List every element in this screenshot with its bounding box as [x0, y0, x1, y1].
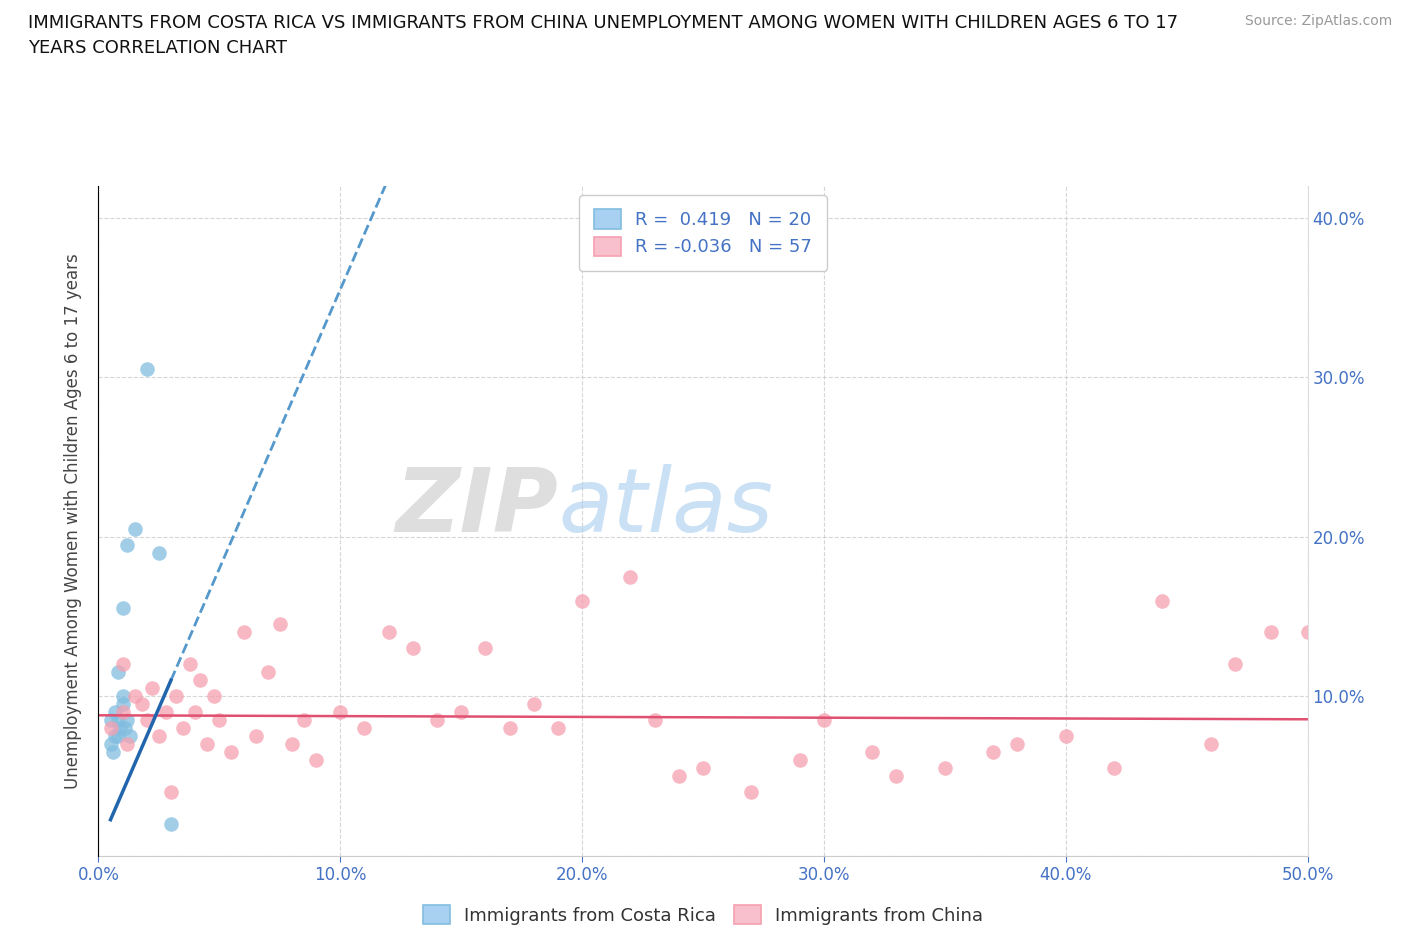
Point	[208, 712, 231, 727]
Point	[1296, 625, 1319, 640]
Point	[111, 689, 134, 704]
Point	[256, 665, 278, 680]
Point	[148, 728, 170, 743]
Legend: Immigrants from Costa Rica, Immigrants from China: Immigrants from Costa Rica, Immigrants f…	[413, 896, 993, 930]
Text: YEARS CORRELATION CHART: YEARS CORRELATION CHART	[28, 39, 287, 57]
Point	[111, 705, 134, 720]
Point	[107, 665, 129, 680]
Point	[402, 641, 425, 656]
Point	[117, 737, 139, 751]
Point	[329, 705, 352, 720]
Point	[245, 728, 267, 743]
Point	[1102, 761, 1125, 776]
Point	[269, 617, 291, 631]
Point	[160, 817, 183, 831]
Point	[108, 721, 131, 736]
Point	[619, 569, 641, 584]
Point	[100, 712, 122, 727]
Point	[204, 689, 226, 704]
Point	[789, 752, 811, 767]
Point	[281, 737, 304, 751]
Point	[100, 737, 122, 751]
Point	[571, 593, 593, 608]
Point	[165, 689, 187, 704]
Point	[1152, 593, 1174, 608]
Text: IMMIGRANTS FROM COSTA RICA VS IMMIGRANTS FROM CHINA UNEMPLOYMENT AMONG WOMEN WIT: IMMIGRANTS FROM COSTA RICA VS IMMIGRANTS…	[28, 14, 1178, 32]
Point	[188, 672, 211, 687]
Point	[104, 728, 127, 743]
Point	[450, 705, 472, 720]
Point	[141, 681, 163, 696]
Point	[305, 752, 328, 767]
Point	[860, 745, 883, 760]
Point	[101, 745, 124, 760]
Point	[114, 721, 136, 736]
Point	[221, 745, 243, 760]
Point	[172, 721, 194, 736]
Point	[131, 697, 153, 711]
Point	[111, 697, 134, 711]
Point	[179, 657, 201, 671]
Point	[377, 625, 399, 640]
Point	[107, 712, 129, 727]
Point	[184, 705, 207, 720]
Point	[813, 712, 835, 727]
Point	[232, 625, 254, 640]
Point	[426, 712, 449, 727]
Point	[1007, 737, 1029, 751]
Point	[148, 545, 170, 560]
Point	[117, 712, 139, 727]
Point	[886, 768, 908, 783]
Point	[523, 697, 546, 711]
Point	[124, 689, 146, 704]
Y-axis label: Unemployment Among Women with Children Ages 6 to 17 years: Unemployment Among Women with Children A…	[65, 253, 83, 789]
Point	[547, 721, 569, 736]
Point	[117, 538, 139, 552]
Point	[124, 522, 146, 537]
Point	[118, 728, 141, 743]
Point	[100, 721, 122, 736]
Text: Source: ZipAtlas.com: Source: ZipAtlas.com	[1244, 14, 1392, 28]
Point	[1199, 737, 1222, 751]
Point	[981, 745, 1004, 760]
Point	[107, 728, 129, 743]
Text: atlas: atlas	[558, 464, 773, 551]
Point	[498, 721, 520, 736]
Point	[111, 657, 134, 671]
Point	[195, 737, 218, 751]
Point	[1260, 625, 1282, 640]
Point	[135, 362, 157, 377]
Point	[160, 784, 183, 799]
Point	[353, 721, 375, 736]
Point	[111, 601, 134, 616]
Point	[1054, 728, 1077, 743]
Point	[135, 712, 157, 727]
Point	[934, 761, 956, 776]
Point	[740, 784, 762, 799]
Point	[644, 712, 666, 727]
Text: ZIP: ZIP	[395, 464, 558, 551]
Point	[668, 768, 690, 783]
Point	[1223, 657, 1246, 671]
Point	[692, 761, 714, 776]
Point	[104, 705, 127, 720]
Point	[155, 705, 177, 720]
Point	[474, 641, 496, 656]
Point	[292, 712, 315, 727]
